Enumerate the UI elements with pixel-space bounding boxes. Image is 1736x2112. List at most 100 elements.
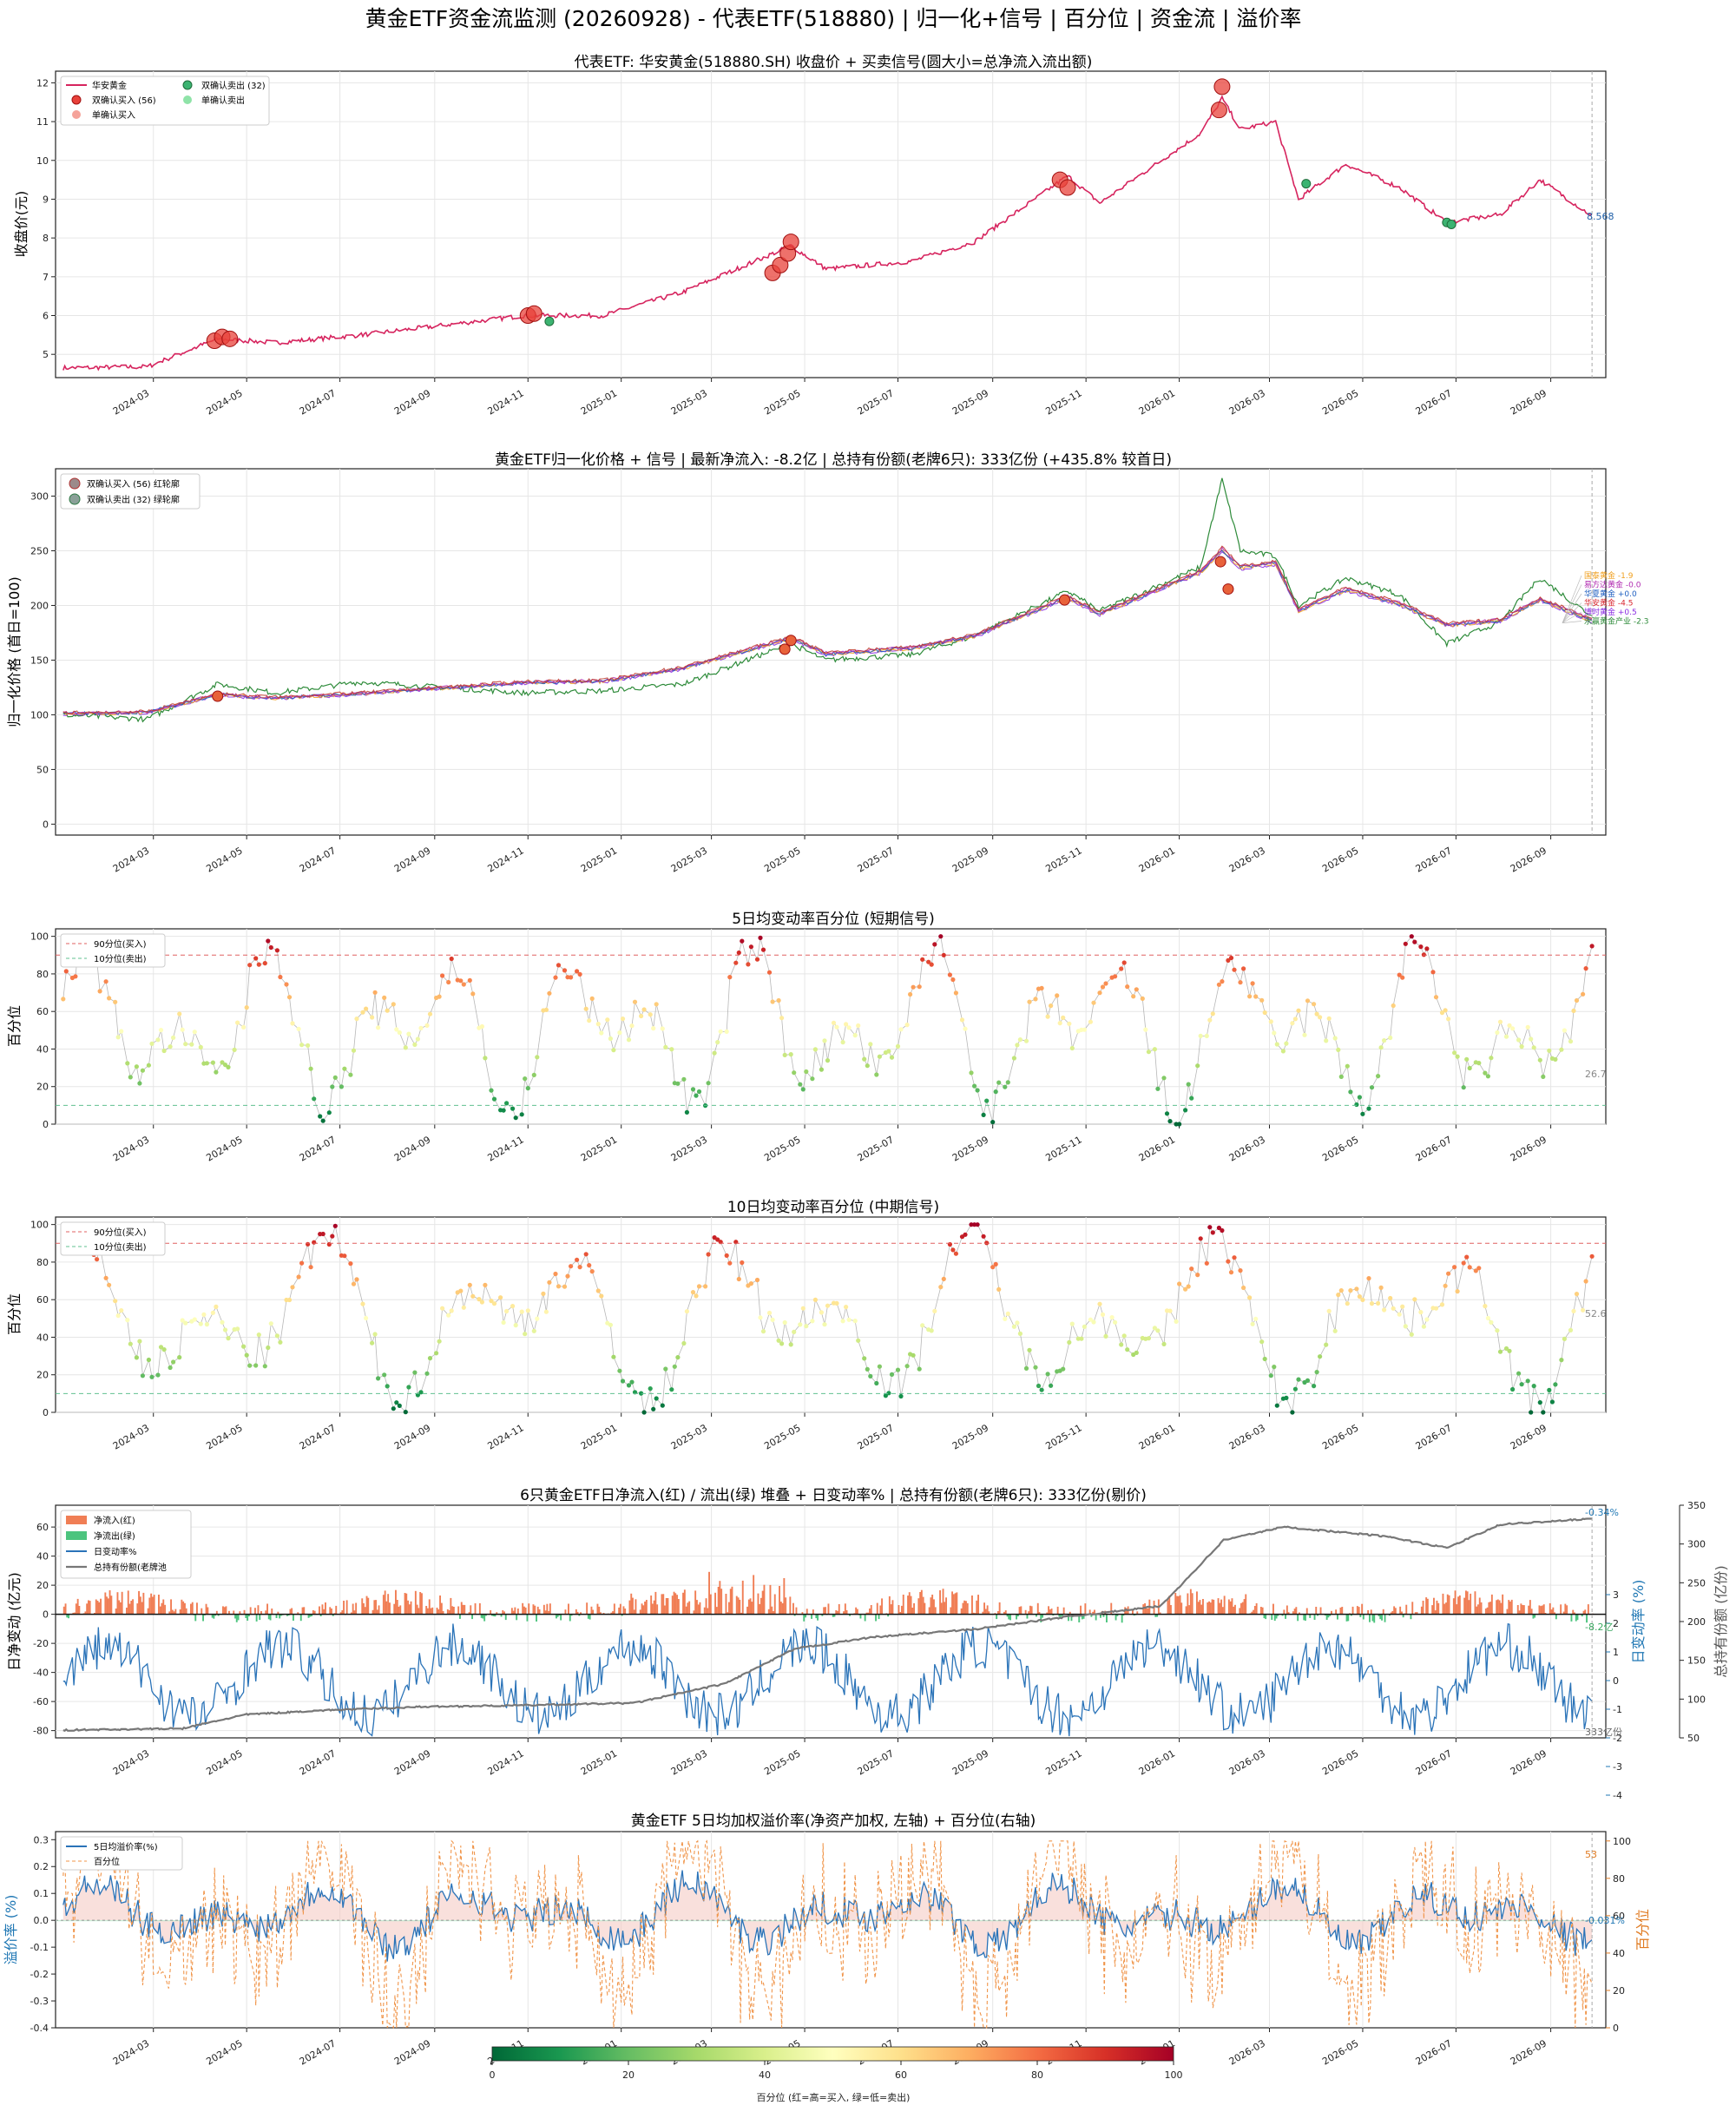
right2-tick-label: 50 (1687, 1733, 1700, 1744)
inflow-bar (223, 1607, 226, 1615)
flow-ann-rate: -0.34% (1585, 1507, 1619, 1518)
inflow-bar (1168, 1596, 1171, 1615)
percentile-point (1079, 1336, 1084, 1341)
percentile-point (1541, 1410, 1546, 1415)
percentile-point (1290, 1021, 1295, 1026)
percentile-point (1049, 1003, 1054, 1009)
percentile-point (1571, 1008, 1576, 1013)
percentile-point (1253, 994, 1259, 999)
percentile-point (547, 1280, 552, 1285)
percentile-point (440, 1306, 445, 1311)
percentile-point (470, 991, 476, 997)
percentile-point (364, 1315, 369, 1321)
x-tick-label: 2025-05 (762, 387, 802, 417)
outflow-bar (1068, 1614, 1069, 1622)
inflow-bar (1179, 1595, 1181, 1615)
x-tick-label: 2024-05 (204, 1422, 244, 1451)
percentile-point (326, 1241, 332, 1247)
percentile-point (608, 1036, 614, 1042)
percentile-point (938, 934, 944, 939)
percentile-point (1011, 1056, 1016, 1061)
inflow-bar (939, 1590, 941, 1615)
percentile-point (1228, 1270, 1234, 1275)
legend-swatch-sell (69, 493, 81, 505)
inflow-bar (1474, 1591, 1476, 1615)
inflow-bar (1036, 1602, 1039, 1615)
inflow-bar (751, 1602, 753, 1615)
x-tick-label: 2025-05 (762, 1134, 802, 1163)
pct5-plot-frame (55, 928, 1607, 1125)
inflow-bar (910, 1596, 912, 1615)
flow-ann-net: -8.2亿 (1585, 1622, 1613, 1633)
percentile-point (1121, 1333, 1127, 1339)
percentile-point (97, 989, 102, 994)
inflow-bar (598, 1606, 601, 1615)
inflow-bar (408, 1604, 411, 1615)
percentile-point (617, 1030, 622, 1036)
inflow-bar (297, 1612, 299, 1615)
inflow-bar (427, 1608, 429, 1615)
x-tick-label: 2025-09 (950, 387, 990, 417)
percentile-point (1382, 1307, 1387, 1313)
percentile-point (1403, 941, 1408, 946)
x-tick-label: 2025-11 (1043, 845, 1083, 874)
inflow-bar (596, 1603, 599, 1615)
percentile-point (1045, 1372, 1050, 1377)
percentile-point (740, 1260, 745, 1266)
y-tick-label: 0 (43, 819, 49, 830)
inflow-bar (963, 1600, 966, 1615)
percentile-point (214, 1069, 219, 1075)
percentile-point (458, 978, 464, 984)
outflow-bar (569, 1614, 571, 1622)
flow-ann-holdings: 333亿份 (1585, 1727, 1622, 1738)
inflow-bar (170, 1599, 172, 1615)
inflow-bar (191, 1602, 194, 1615)
inflow-bar (448, 1610, 450, 1615)
percentile-point (1574, 1292, 1580, 1297)
percentile-point (1131, 994, 1136, 999)
inflow-bar (576, 1611, 579, 1615)
y-tick-label: 100 (30, 709, 49, 720)
percentile-point (1360, 1297, 1365, 1302)
inflow-bar (789, 1596, 792, 1615)
x-tick-label: 2025-07 (856, 387, 896, 417)
inflow-bar (779, 1586, 780, 1615)
percentile-point (146, 1063, 151, 1068)
percentile-point (1253, 1316, 1259, 1321)
inflow-bar (869, 1609, 871, 1615)
percentile-point (491, 1301, 497, 1306)
inflow-bar (1110, 1602, 1113, 1615)
inflow-bar (1552, 1607, 1555, 1615)
x-tick-label: 2026-01 (1137, 387, 1177, 417)
percentile-point (1378, 1045, 1384, 1050)
percentile-point (1397, 1312, 1402, 1317)
percentile-point (180, 1027, 185, 1032)
inflow-bar (651, 1603, 654, 1615)
x-tick-label: 2025-07 (856, 1747, 896, 1777)
sell-signal-marker (544, 316, 555, 326)
outflow-bar (483, 1614, 486, 1622)
buy-signal-marker (782, 234, 799, 251)
legend-item: 华安黄金 (92, 80, 127, 91)
percentile-point (149, 1374, 155, 1379)
outflow-bar (832, 1614, 834, 1617)
x-tick-label: 2026-05 (1320, 387, 1360, 417)
inflow-bar (1382, 1609, 1384, 1615)
inflow-bar (289, 1609, 292, 1615)
inflow-bar (654, 1591, 657, 1615)
inflow-bar (779, 1602, 782, 1615)
inflow-bar (907, 1596, 909, 1615)
outflow-bar (1555, 1614, 1557, 1620)
inflow-bar (190, 1603, 192, 1615)
percentile-point (1250, 1321, 1255, 1326)
percentile-point (776, 997, 781, 1003)
percentile-line (62, 935, 1593, 1125)
inflow-bar (523, 1606, 525, 1615)
inflow-bar (1024, 1609, 1027, 1615)
percentile-point (140, 1373, 145, 1378)
percentile-point (155, 1037, 161, 1043)
percentile-point (1446, 1271, 1451, 1276)
y-tick-label: 60 (36, 1294, 49, 1306)
percentile-point (1467, 1265, 1472, 1270)
y-tick-label: 40 (36, 1043, 49, 1055)
